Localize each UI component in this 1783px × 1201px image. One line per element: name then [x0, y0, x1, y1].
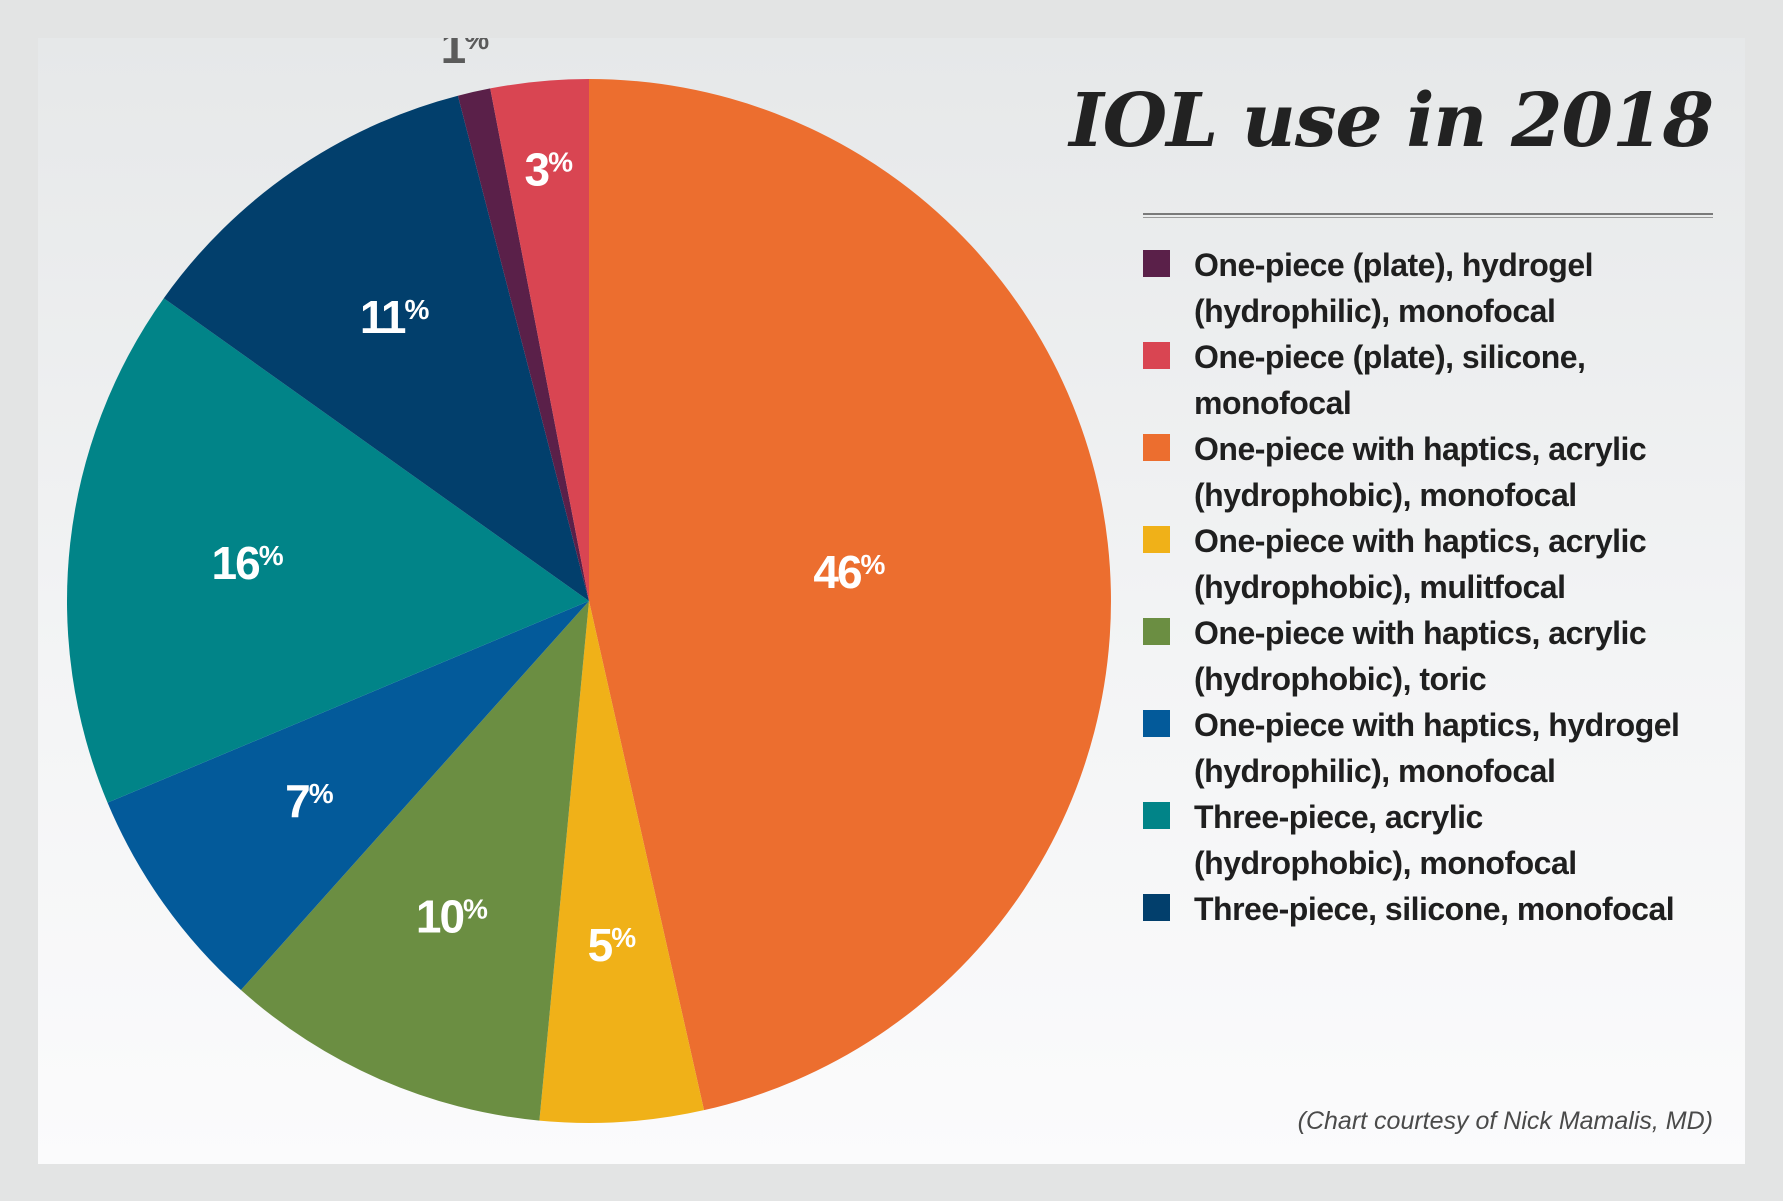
- slice-label: 1%: [441, 38, 490, 73]
- legend-item: One-piece with haptics, acrylic (hydropho…: [1143, 518, 1723, 610]
- pie-slice: [589, 79, 1111, 1111]
- legend-swatch: [1143, 618, 1170, 645]
- chart-credit: (Chart courtesy of Nick Mamalis, MD): [1297, 1107, 1713, 1135]
- slice-label: 5%: [588, 919, 637, 971]
- legend-label: One-piece with haptics, acrylic (hydropho…: [1194, 431, 1647, 513]
- slice-label-value: 46: [813, 546, 861, 598]
- slice-label-value: 3: [525, 144, 549, 196]
- pie-slice: [240, 601, 589, 1121]
- slice-label-percent: %: [464, 38, 489, 55]
- pie-slice: [163, 95, 589, 602]
- legend-label: One-piece (plate), hydrogel (hydrophilic)…: [1194, 247, 1594, 329]
- chart-title: IOL use in 2018: [1069, 78, 1714, 164]
- slice-label-percent: %: [861, 549, 886, 580]
- pie-slice: [539, 601, 704, 1124]
- slice-label-percent: %: [259, 540, 284, 571]
- legend-item: One-piece with haptics, acrylic (hydropho…: [1143, 610, 1723, 702]
- legend-swatch: [1143, 342, 1170, 369]
- slice-label-value: 7: [285, 775, 309, 827]
- slice-label-value: 11: [360, 291, 406, 343]
- legend-swatch: [1143, 250, 1170, 277]
- slice-label: 11%: [360, 291, 430, 343]
- pie-slice: [457, 88, 589, 602]
- legend-item: One-piece (plate), silicone, monofocal: [1143, 334, 1723, 426]
- legend-label: Three-piece, acrylic (hydrophobic), monof…: [1194, 799, 1577, 881]
- slice-label: 16%: [212, 537, 284, 589]
- legend-swatch: [1143, 526, 1170, 553]
- legend-swatch: [1143, 894, 1170, 921]
- slice-label: 3%: [525, 144, 574, 196]
- legend-label: One-piece with haptics, acrylic (hydropho…: [1194, 523, 1647, 605]
- slice-label-value: 10: [416, 891, 464, 943]
- slice-label-percent: %: [611, 922, 636, 953]
- pie-chart: 46%5%10%7%16%11%1%3%: [66, 38, 1111, 1124]
- pie-slice: [107, 601, 589, 991]
- chart-card: 46% 5% 10% 7% 16% 11% 1% 3% IOL use in 2018 One…: [38, 38, 1745, 1164]
- legend-item: Three-piece, acrylic (hydrophobic), monof…: [1143, 794, 1723, 886]
- slice-label-value: 16: [212, 537, 260, 589]
- legend-swatch: [1143, 434, 1170, 461]
- pie-slices: [66, 79, 1111, 1124]
- legend-item: One-piece (plate), hydrogel (hydrophilic)…: [1143, 242, 1723, 334]
- legend-swatch: [1143, 802, 1170, 829]
- slice-label-value: 1: [441, 38, 466, 73]
- pie-labels: 46%5%10%7%16%11%1%3%: [212, 38, 888, 971]
- legend-label: One-piece (plate), silicone, monofocal: [1194, 339, 1586, 421]
- legend-swatch: [1143, 710, 1170, 737]
- slice-label-percent: %: [548, 147, 573, 178]
- pie-slice: [490, 79, 589, 601]
- slice-label: 7%: [285, 775, 334, 827]
- legend-label: One-piece with haptics, hydrogel (hydroph…: [1194, 707, 1680, 789]
- legend-item: One-piece with haptics, acrylic (hydropho…: [1143, 426, 1723, 518]
- pie-slice: [66, 298, 589, 803]
- slice-label: 46%: [813, 546, 885, 598]
- title-divider: [1143, 213, 1713, 218]
- legend-label: Three-piece, silicone, monofocal: [1194, 891, 1675, 927]
- slice-label-percent: %: [463, 894, 488, 925]
- legend-item: Three-piece, silicone, monofocal: [1143, 886, 1723, 932]
- slice-label-value: 5: [588, 919, 613, 971]
- slice-label: 10%: [416, 891, 488, 943]
- slice-label-percent: %: [309, 778, 334, 809]
- legend-item: One-piece with haptics, hydrogel (hydroph…: [1143, 702, 1723, 794]
- slice-label-percent: %: [404, 294, 429, 325]
- legend-label: One-piece with haptics, acrylic (hydropho…: [1194, 615, 1647, 697]
- legend: One-piece (plate), hydrogel (hydrophilic)…: [1143, 242, 1723, 932]
